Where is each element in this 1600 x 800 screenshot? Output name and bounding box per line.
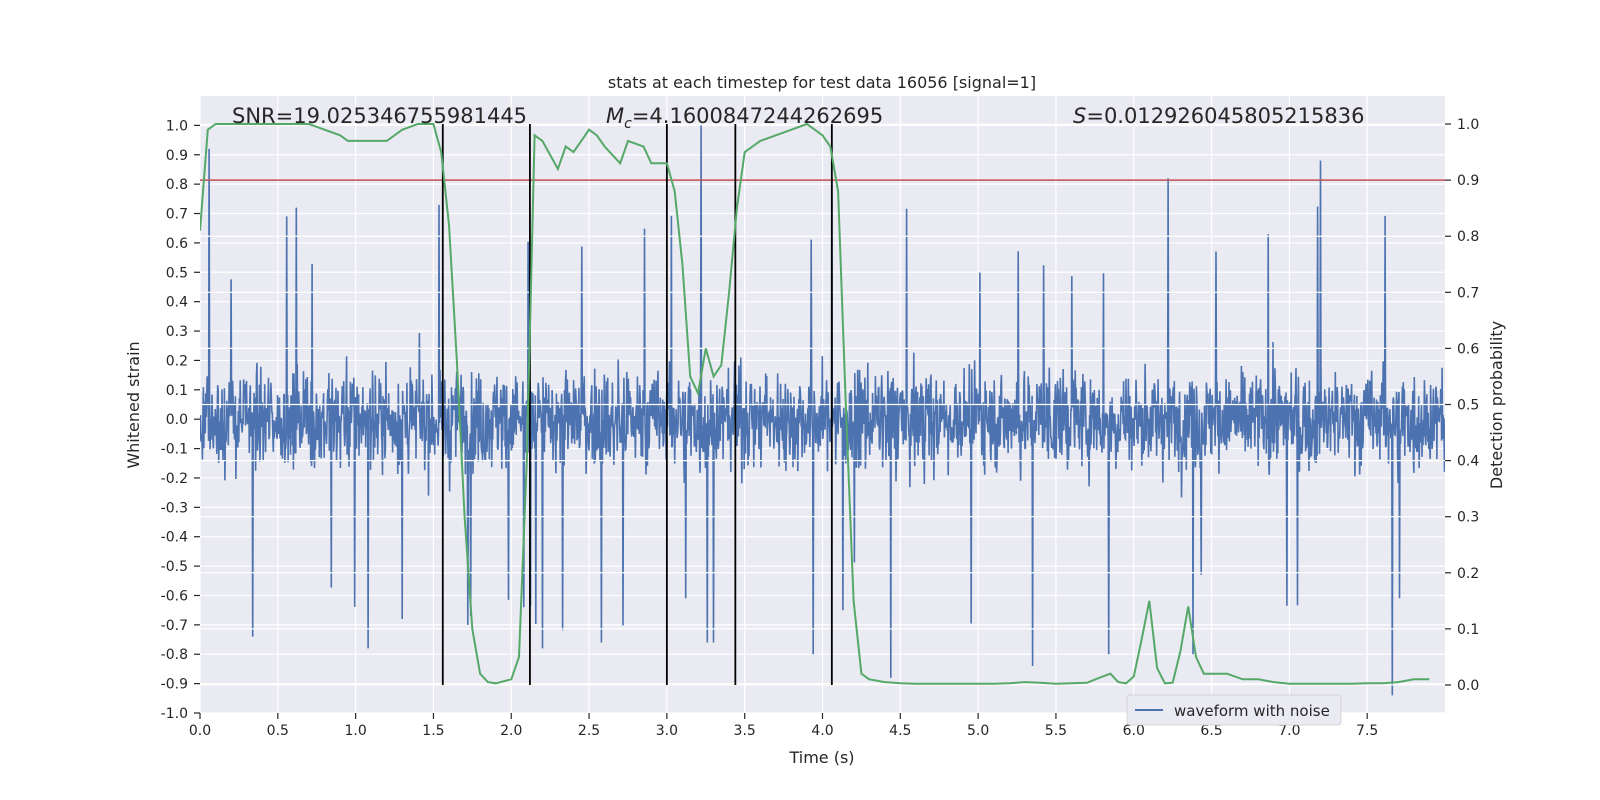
y2-tick-label: 0.4: [1457, 454, 1479, 470]
y-tick-label: -0.5: [161, 559, 188, 575]
s-symbol: S: [1073, 104, 1086, 128]
y2-tick-label: 1.0: [1457, 117, 1479, 133]
x-tick-label: 5.5: [1045, 723, 1067, 739]
y-tick-label: -0.6: [161, 588, 188, 604]
y-tick-label: -0.3: [161, 500, 188, 516]
x-tick-label: 0.5: [267, 723, 289, 739]
y-tick-label: -0.2: [161, 471, 188, 487]
x-tick-label: 1.5: [422, 723, 444, 739]
chirp-mass-symbol: M: [606, 104, 624, 128]
y-tick-label: -0.8: [161, 647, 188, 663]
y-tick-label: -0.4: [161, 530, 188, 546]
y2-tick-label: 0.3: [1457, 510, 1479, 526]
y-tick-label: 0.8: [166, 177, 188, 193]
chirp-mass-subscript: c: [624, 116, 632, 132]
y-tick-label: -0.7: [161, 618, 188, 634]
x-axis-label: Time (s): [788, 748, 854, 767]
y-tick-label: 0.2: [166, 353, 188, 369]
y-tick-label: 0.7: [166, 207, 188, 223]
y2-tick-label: 0.1: [1457, 622, 1479, 638]
x-tick-label: 1.0: [344, 723, 366, 739]
x-tick-label: 4.5: [889, 723, 911, 739]
y2-tick-label: 0.9: [1457, 173, 1479, 189]
y-tick-label: 0.4: [166, 295, 188, 311]
y-tick-label: 0.5: [166, 265, 188, 281]
x-tick-label: 2.5: [578, 723, 600, 739]
y-tick-label: 1.0: [166, 118, 188, 134]
y2-axis-ticks: 0.0 0.1 0.2 0.3 0.4 0.5 0.6 0.7 0.8 0.9 1.0: [1445, 117, 1479, 694]
detection-probability-series: [200, 122, 1430, 685]
x-tick-label: 5.0: [967, 723, 989, 739]
x-tick-label: 7.5: [1356, 723, 1378, 739]
y-tick-label: 0.0: [166, 412, 188, 428]
x-tick-label: 6.0: [1123, 723, 1145, 739]
y-tick-label: 0.3: [166, 324, 188, 340]
legend-box: [1126, 694, 1342, 726]
y-tick-label: 0.6: [166, 236, 188, 252]
y2-tick-label: 0.6: [1457, 341, 1479, 357]
y2-axis-label: Detection probability: [1487, 321, 1506, 489]
x-axis-ticks: 0.0 0.5 1.0 1.5 2.0 2.5 3.0 3.5 4.0 4.5 5.0 5.5 6.0 6…: [189, 713, 1378, 739]
chirp-mass-value: =4.1600847244262695: [632, 104, 883, 128]
legend: waveform with noise: [1126, 694, 1342, 726]
y2-tick-label: 0.7: [1457, 285, 1479, 301]
y-tick-label: -0.9: [161, 677, 188, 693]
y2-tick-label: 0.2: [1457, 566, 1479, 582]
y2-tick-label: 0.5: [1457, 398, 1479, 414]
x-tick-label: 0.0: [189, 723, 211, 739]
snr-annotation: SNR=19.025346755981445: [232, 104, 527, 128]
y-axis-label: Whitened strain: [124, 341, 143, 468]
y-axis-ticks: -1.0 -0.9 -0.8 -0.7 -0.6 -0.5 -0.4 -0.3 -0.2 -0.1…: [161, 118, 200, 722]
y-tick-label: -0.1: [161, 442, 188, 458]
x-tick-label: 3.5: [734, 723, 756, 739]
chart-title: stats at each timestep for test data 160…: [608, 73, 1036, 92]
y2-tick-label: 0.0: [1457, 678, 1479, 694]
y-tick-label: 0.1: [166, 383, 188, 399]
s-annotation: S=0.012926045805215836: [1073, 104, 1364, 128]
legend-label: waveform with noise: [1174, 702, 1330, 720]
s-value: =0.012926045805215836: [1086, 104, 1364, 128]
y2-tick-label: 0.8: [1457, 229, 1479, 245]
detection-probability-line: [200, 122, 1430, 685]
chirp-mass-annotation: Mc=4.1600847244262695: [606, 104, 883, 132]
x-tick-label: 4.0: [811, 723, 833, 739]
y-tick-label: 0.9: [166, 148, 188, 164]
x-tick-label: 6.5: [1200, 723, 1222, 739]
x-tick-label: 3.0: [656, 723, 678, 739]
x-tick-label: 7.0: [1278, 723, 1300, 739]
x-tick-label: 2.0: [500, 723, 522, 739]
right-axis-grid: [200, 123, 1445, 686]
y-tick-label: -1.0: [161, 706, 188, 722]
